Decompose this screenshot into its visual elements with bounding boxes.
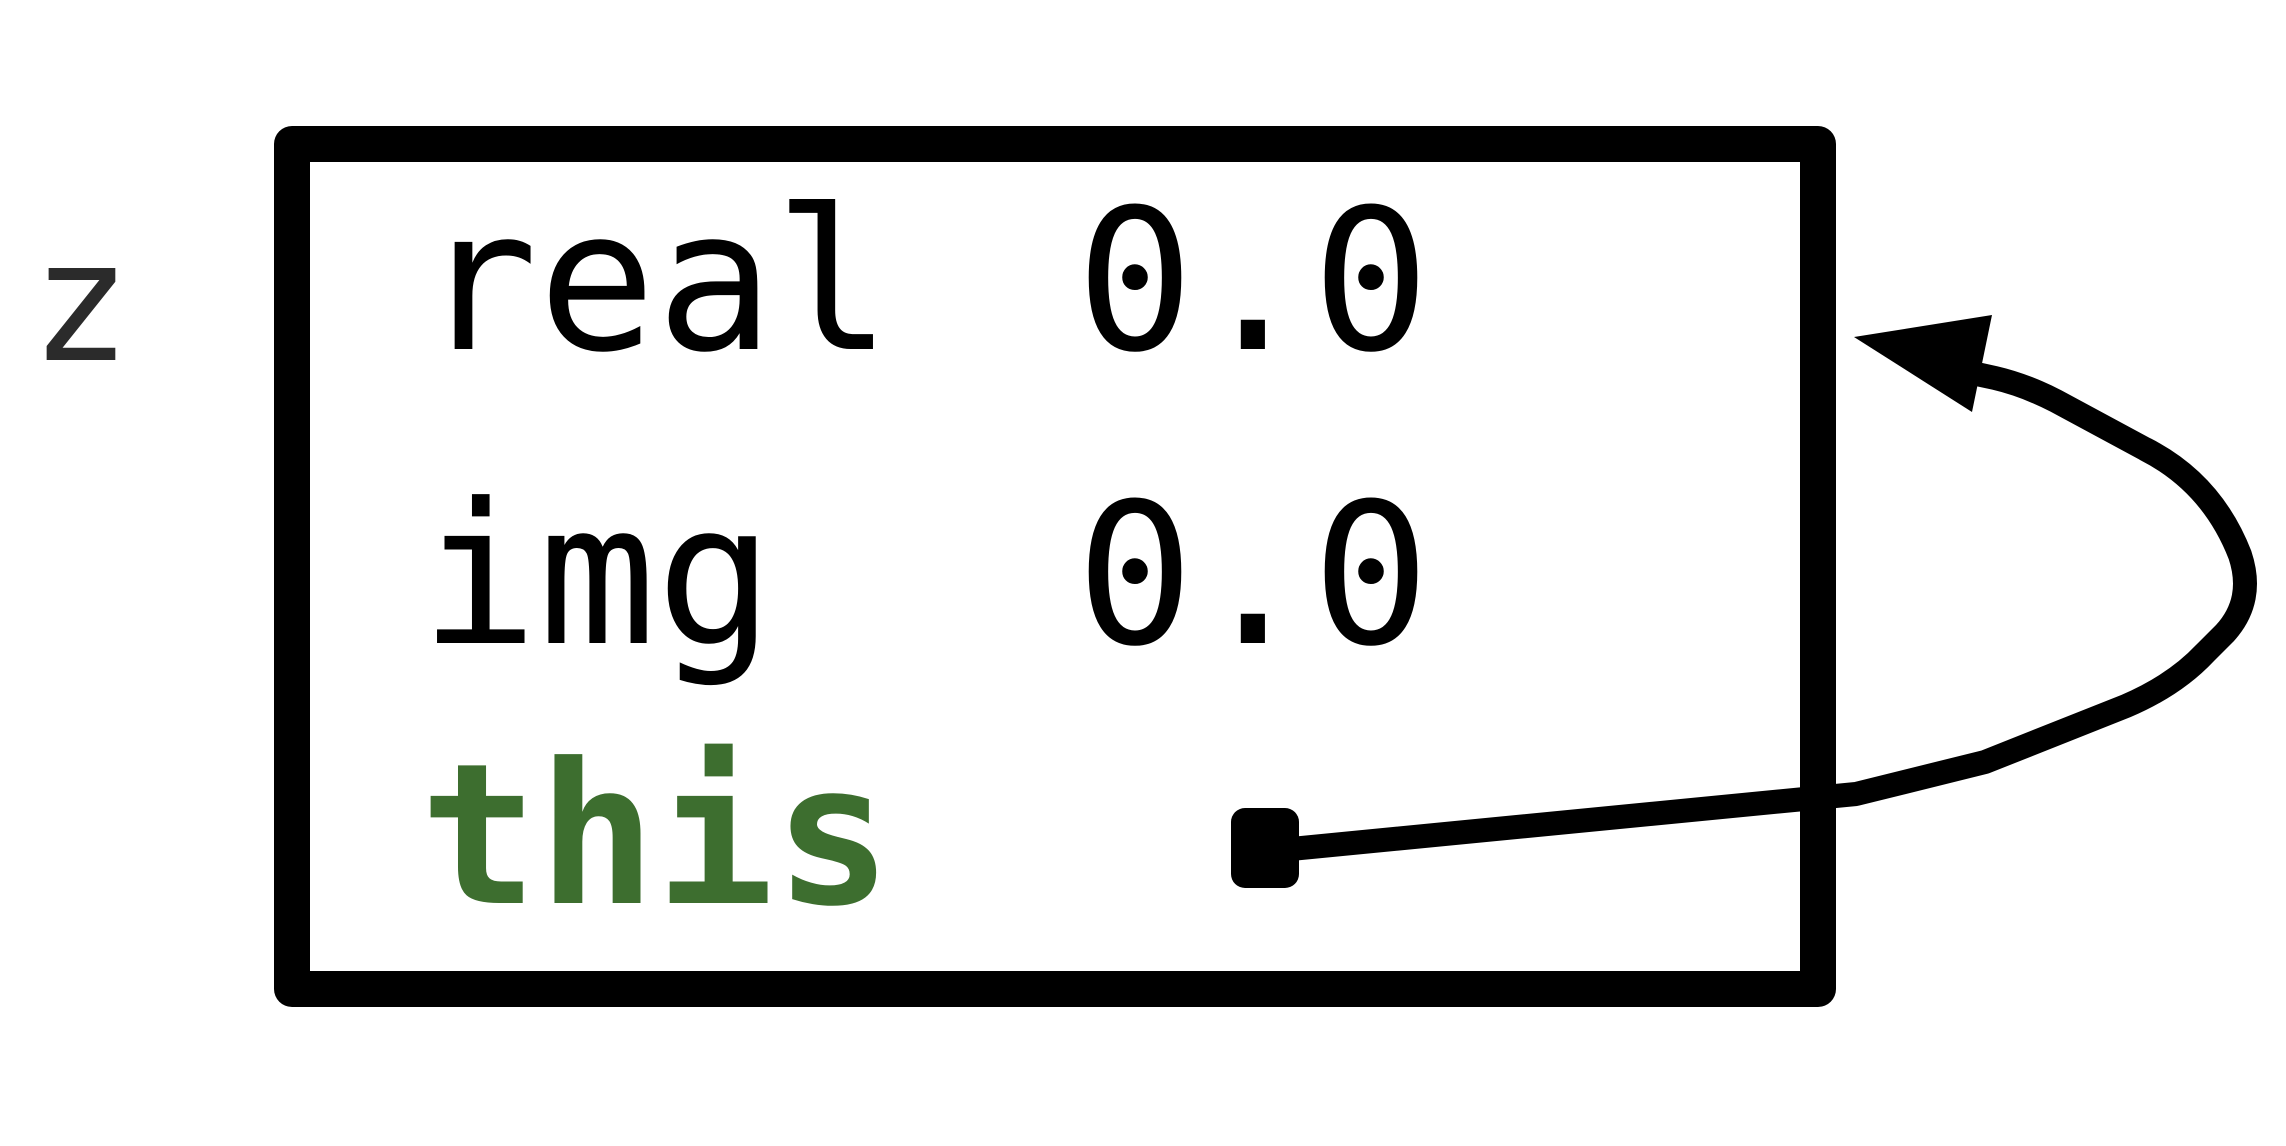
field-name-img: img <box>420 462 775 690</box>
pointer-origin-dot <box>1231 808 1299 888</box>
field-value-real: 0.0 <box>1076 168 1431 396</box>
field-value-img: 0.0 <box>1076 462 1431 690</box>
object-box <box>274 126 1836 1007</box>
self-reference-arrow-line <box>1258 361 2257 863</box>
variable-name: z <box>30 204 132 400</box>
field-name-real: real <box>420 168 893 396</box>
field-name-this: this <box>420 722 893 950</box>
self-reference-arrowhead <box>1854 315 1992 412</box>
